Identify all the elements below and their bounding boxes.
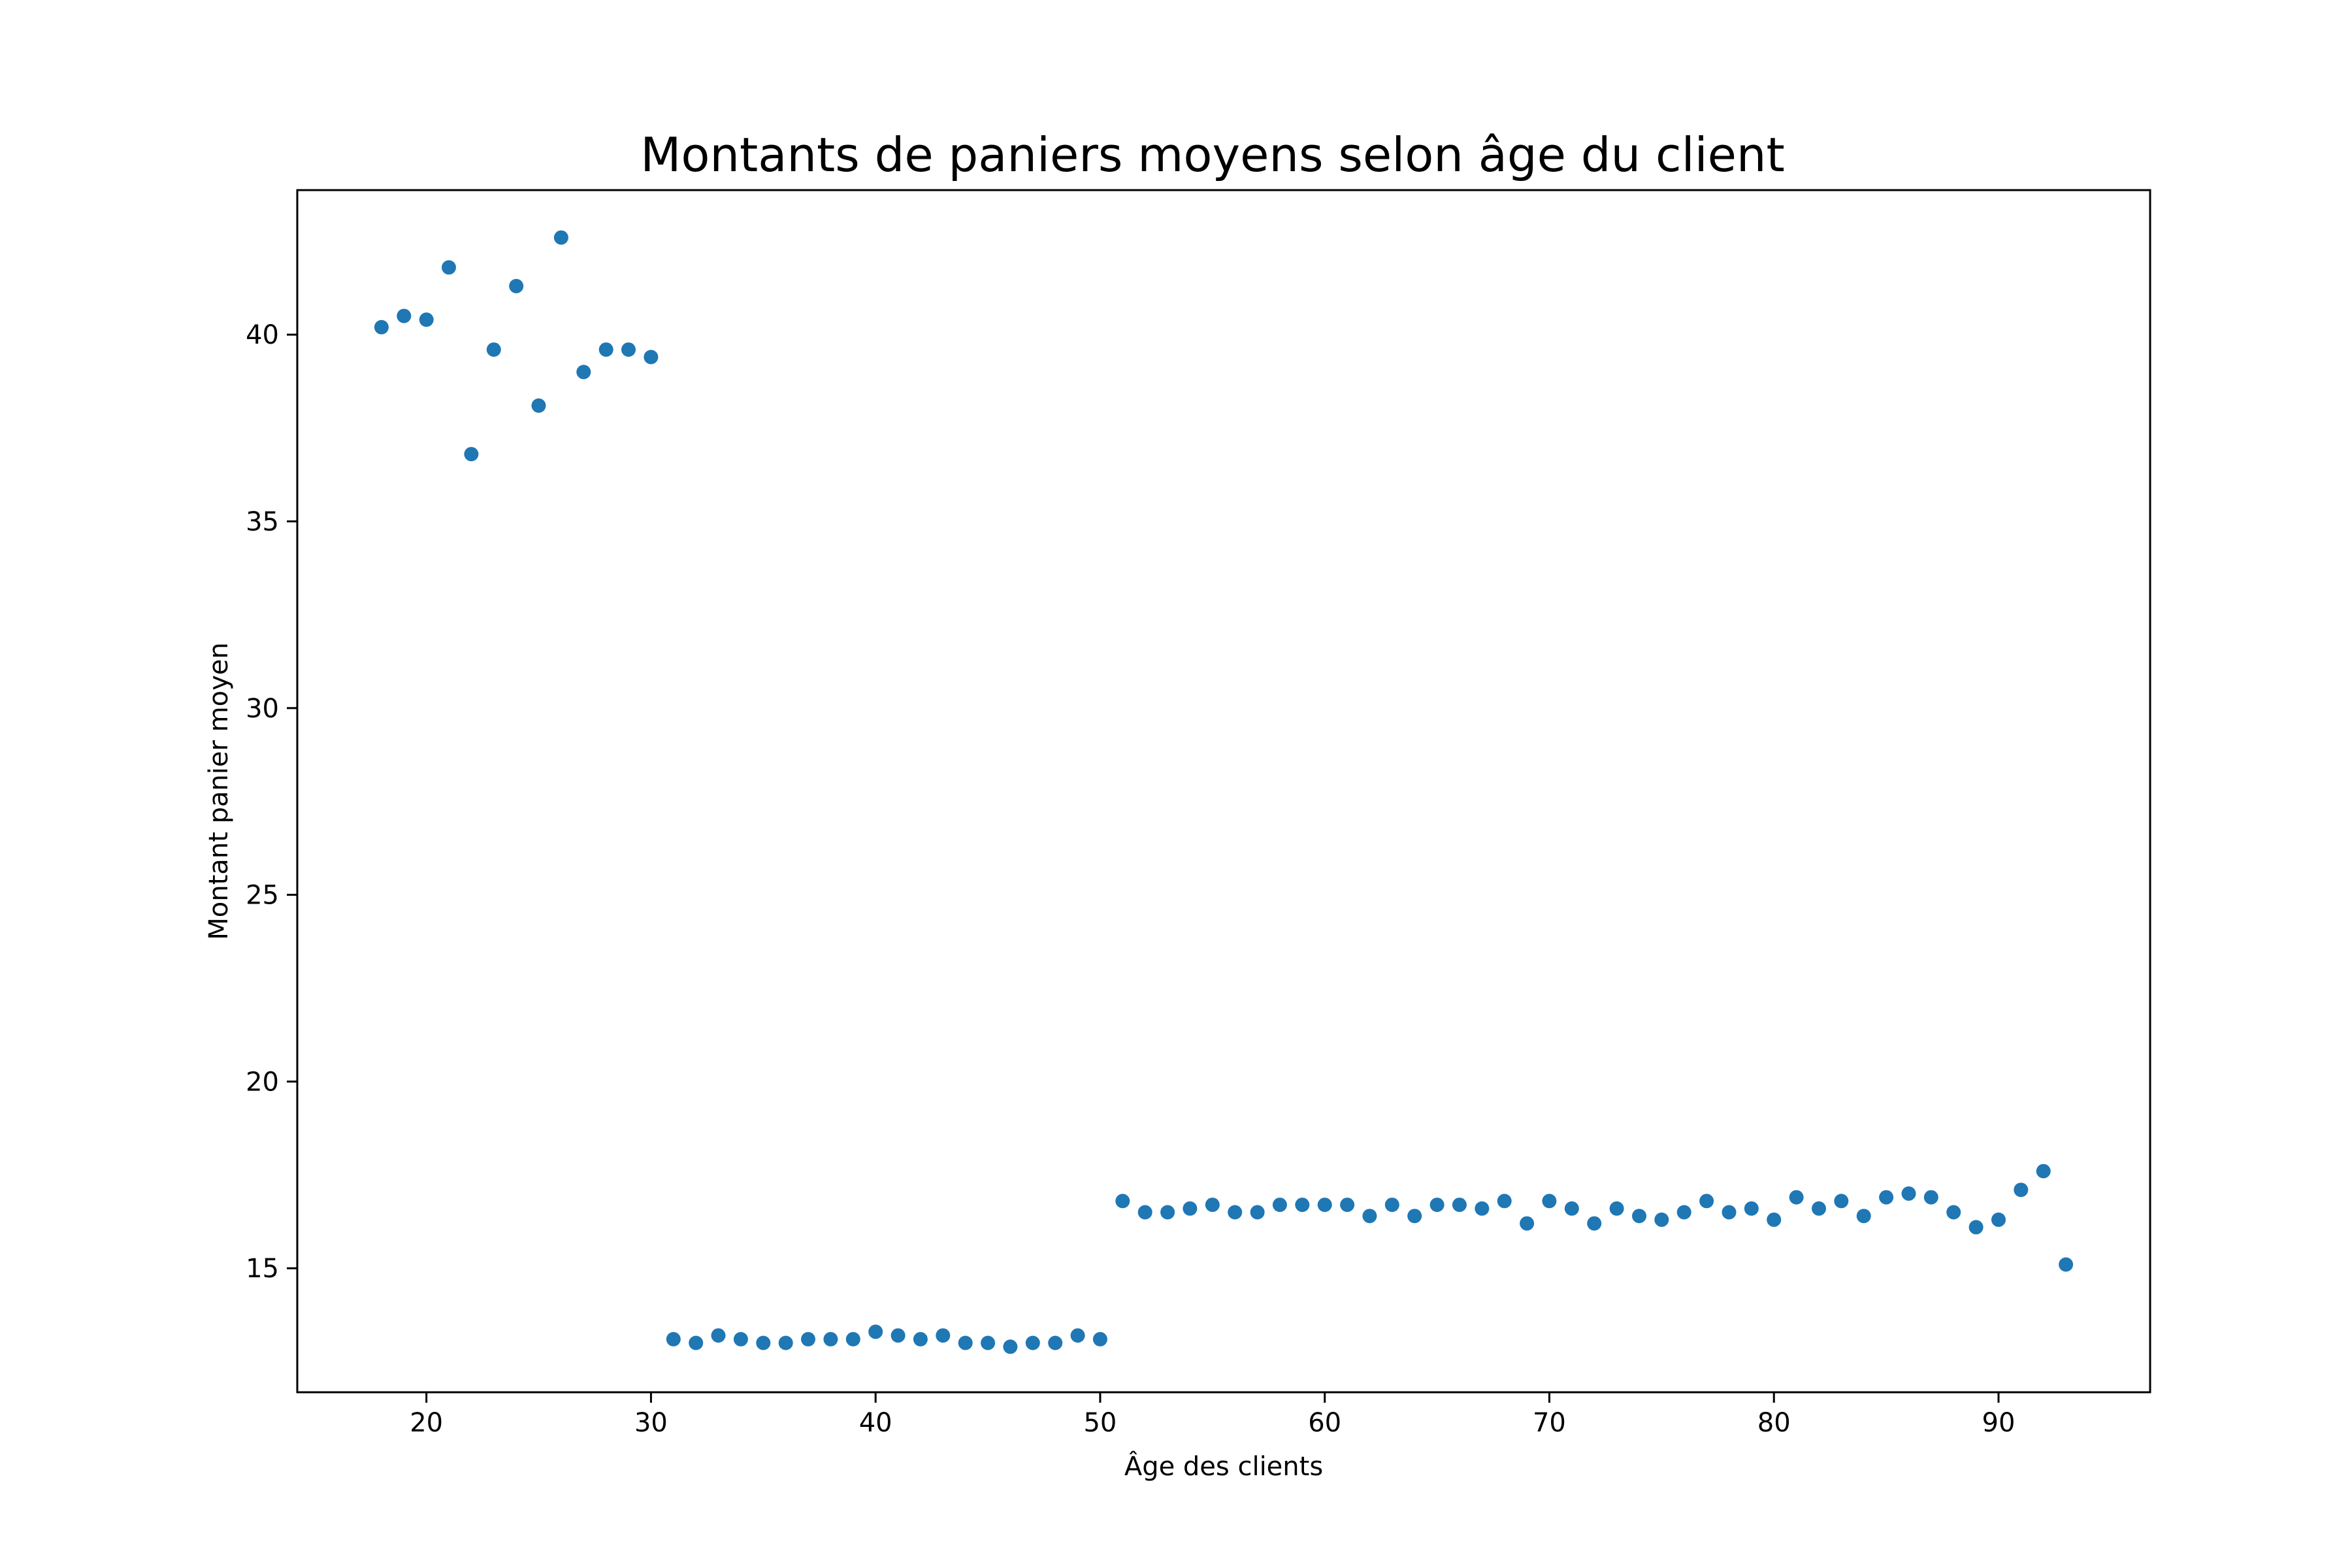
data-point	[644, 350, 659, 365]
y-tick-label: 30	[246, 694, 279, 724]
x-tick-label: 60	[1308, 1408, 1341, 1438]
y-axis-label: Montant panier moyen	[204, 642, 234, 940]
data-point	[2059, 1257, 2074, 1272]
data-point	[1564, 1201, 1579, 1216]
data-point	[1722, 1205, 1737, 1220]
y-tick-label: 35	[246, 507, 279, 537]
x-tick-label: 80	[1757, 1408, 1791, 1438]
data-point	[1407, 1209, 1422, 1224]
data-point	[1812, 1201, 1826, 1216]
data-point	[801, 1331, 815, 1347]
data-point	[1183, 1201, 1198, 1216]
data-point	[419, 312, 434, 327]
data-point	[1070, 1328, 1085, 1343]
data-point	[553, 230, 568, 245]
data-point	[1901, 1186, 1916, 1201]
data-point	[689, 1335, 704, 1350]
plot-area-frame	[296, 189, 2151, 1394]
data-point	[1228, 1205, 1243, 1220]
data-point	[868, 1324, 883, 1339]
data-point	[778, 1335, 793, 1350]
data-point	[374, 319, 389, 335]
data-point	[711, 1328, 726, 1343]
data-point	[1452, 1198, 1467, 1213]
data-point	[1137, 1205, 1152, 1220]
data-point	[1744, 1201, 1759, 1216]
data-point	[823, 1331, 838, 1347]
data-point	[1160, 1205, 1175, 1220]
data-point	[531, 398, 546, 413]
data-point	[464, 447, 479, 462]
data-point	[981, 1335, 996, 1350]
data-point	[1317, 1198, 1332, 1213]
chart-title: Montants de paniers moyens selon âge du …	[640, 127, 1785, 182]
data-point	[1295, 1198, 1310, 1213]
data-point	[1362, 1209, 1377, 1224]
data-point	[1923, 1190, 1938, 1205]
data-point	[913, 1331, 928, 1347]
data-point	[598, 342, 613, 357]
data-point	[2014, 1183, 2029, 1198]
y-tick-label: 25	[246, 881, 279, 911]
x-axis-label: Âge des clients	[1124, 1450, 1323, 1482]
data-points	[374, 230, 2074, 1354]
data-point	[1767, 1212, 1782, 1227]
y-tick-label: 20	[246, 1067, 279, 1097]
data-point	[733, 1331, 748, 1347]
data-point	[1834, 1194, 1849, 1209]
data-point	[1991, 1212, 2006, 1227]
data-point	[1789, 1190, 1804, 1205]
y-tick-label: 40	[246, 320, 279, 350]
data-point	[1115, 1194, 1130, 1209]
data-point	[1092, 1331, 1107, 1347]
x-axis-ticks: 20 30 40 50 60 70 80 90	[410, 1392, 2015, 1438]
data-point	[621, 342, 636, 357]
data-point	[936, 1328, 951, 1343]
data-point	[576, 365, 591, 380]
data-point	[1520, 1216, 1535, 1231]
data-point	[1003, 1339, 1018, 1354]
data-point	[1429, 1198, 1445, 1213]
data-point	[958, 1335, 973, 1350]
x-tick-label: 70	[1533, 1408, 1566, 1438]
data-point	[1856, 1209, 1871, 1224]
data-point	[1879, 1190, 1894, 1205]
data-point	[1272, 1198, 1287, 1213]
x-tick-label: 30	[634, 1408, 668, 1438]
data-point	[2036, 1164, 2051, 1179]
data-point	[1497, 1194, 1512, 1209]
data-point	[486, 342, 501, 357]
data-point	[1654, 1212, 1669, 1227]
data-point	[1587, 1216, 1602, 1231]
data-point	[1632, 1209, 1646, 1224]
data-point	[845, 1331, 860, 1347]
data-point	[397, 308, 412, 323]
data-point	[509, 278, 524, 293]
x-tick-label: 50	[1083, 1408, 1117, 1438]
data-point	[1946, 1205, 1961, 1220]
x-tick-label: 40	[859, 1408, 892, 1438]
data-point	[1384, 1198, 1399, 1213]
data-point	[1025, 1335, 1040, 1350]
data-point	[1205, 1198, 1220, 1213]
data-point	[1475, 1201, 1490, 1216]
data-point	[1048, 1335, 1063, 1350]
data-point	[1676, 1205, 1691, 1220]
x-tick-label: 20	[410, 1408, 443, 1438]
x-tick-label: 90	[1982, 1408, 2016, 1438]
y-axis-ticks: 15 20 25 30 35 40	[246, 320, 297, 1284]
data-point	[1340, 1198, 1355, 1213]
y-tick-label: 15	[246, 1254, 279, 1284]
data-point	[442, 260, 456, 275]
data-point	[1250, 1205, 1265, 1220]
data-point	[890, 1328, 906, 1343]
data-point	[1968, 1220, 1984, 1235]
data-point	[1542, 1194, 1557, 1209]
data-point	[1699, 1194, 1714, 1209]
data-point	[1609, 1201, 1624, 1216]
data-point	[756, 1335, 771, 1350]
data-point	[666, 1331, 681, 1347]
